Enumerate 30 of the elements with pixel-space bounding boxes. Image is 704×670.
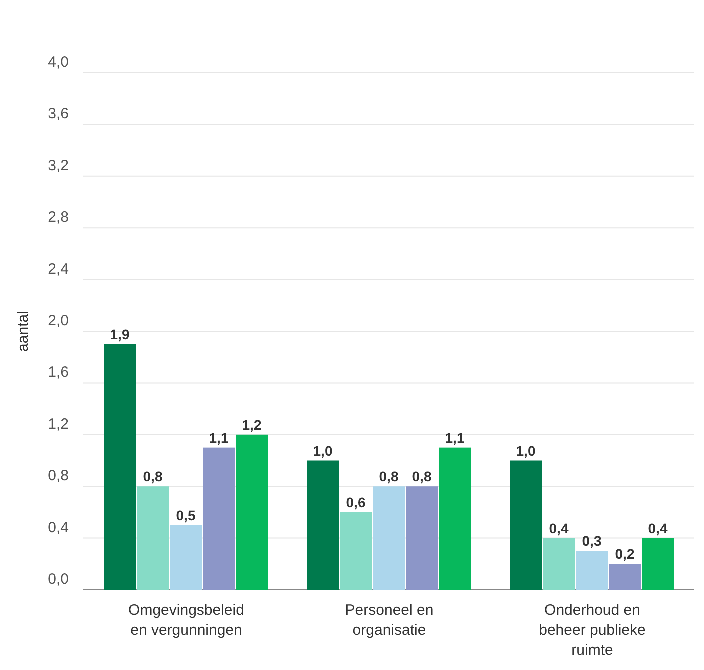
data-label: 1,9: [110, 326, 130, 342]
x-tick-label: Personeel en organisatie: [345, 602, 434, 639]
y-tick-label: 4,0: [48, 54, 69, 71]
data-label: 0,8: [412, 468, 432, 485]
y-tick-label: 3,6: [48, 106, 69, 123]
data-label: 1,0: [516, 442, 536, 459]
data-label: 1,1: [445, 430, 465, 446]
y-tick-label: 0,4: [48, 519, 69, 536]
data-label: 0,8: [379, 468, 399, 485]
data-label: 1,1: [209, 430, 229, 446]
y-tick-label: 0,0: [48, 571, 69, 588]
data-label: 0,6: [346, 494, 366, 510]
x-tick-label: Omgevingsbeleid en vergunningen: [128, 602, 244, 639]
y-tick-label: 1,2: [48, 416, 69, 433]
y-tick-label: 1,6: [48, 364, 69, 382]
data-label: 0,4: [549, 520, 569, 536]
data-label: 0,8: [143, 468, 163, 485]
y-tick-label: 2,4: [48, 260, 69, 278]
data-label: 0,5: [176, 507, 196, 524]
y-tick-label: 0,8: [48, 468, 69, 485]
data-label: 0,3: [582, 533, 602, 550]
data-label: 1,2: [242, 416, 262, 433]
y-tick-label: 2,8: [48, 209, 69, 226]
data-label: 0,2: [615, 546, 635, 562]
data-label: 0,4: [648, 520, 668, 536]
x-tick-label: Onderhoud en beheer publieke ruimte: [539, 602, 646, 659]
y-tick-label: 3,2: [48, 157, 69, 174]
y-axis-title: aantal: [15, 311, 32, 352]
data-label: 1,0: [313, 442, 333, 459]
y-tick-label: 2,0: [48, 312, 69, 330]
